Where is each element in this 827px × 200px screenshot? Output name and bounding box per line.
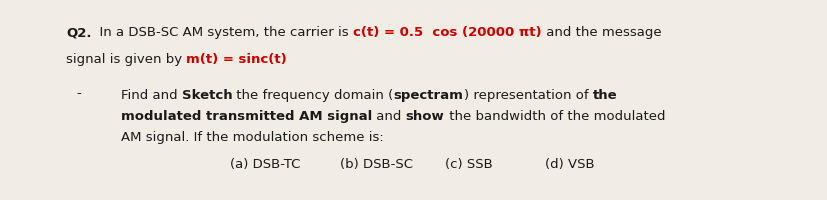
Text: show: show <box>405 109 444 122</box>
Text: the: the <box>592 89 616 101</box>
Text: Q2.: Q2. <box>66 26 92 39</box>
Text: Sketch: Sketch <box>182 89 232 101</box>
Text: (c) SSB: (c) SSB <box>444 157 492 170</box>
Text: the frequency domain (: the frequency domain ( <box>232 89 394 101</box>
Text: and: and <box>372 109 405 122</box>
Text: signal is given by: signal is given by <box>66 53 186 66</box>
Text: ) representation of: ) representation of <box>463 89 592 101</box>
Text: and the message: and the message <box>542 26 661 39</box>
Text: In a DSB-SC AM system, the carrier is: In a DSB-SC AM system, the carrier is <box>92 26 353 39</box>
Text: the bandwidth of the modulated: the bandwidth of the modulated <box>444 109 664 122</box>
Text: modulated transmitted AM signal: modulated transmitted AM signal <box>121 109 372 122</box>
Text: -: - <box>76 87 81 100</box>
Text: m(t) = sinc(t): m(t) = sinc(t) <box>186 53 287 66</box>
Text: c(t) = 0.5  cos (20000 πt): c(t) = 0.5 cos (20000 πt) <box>353 26 542 39</box>
Text: (b) DSB-SC: (b) DSB-SC <box>340 157 413 170</box>
Text: (a) DSB-TC: (a) DSB-TC <box>230 157 300 170</box>
Text: (d) VSB: (d) VSB <box>544 157 594 170</box>
Text: AM signal. If the modulation scheme is:: AM signal. If the modulation scheme is: <box>121 130 383 143</box>
Text: spectram: spectram <box>394 89 463 101</box>
Text: Find and: Find and <box>121 89 182 101</box>
